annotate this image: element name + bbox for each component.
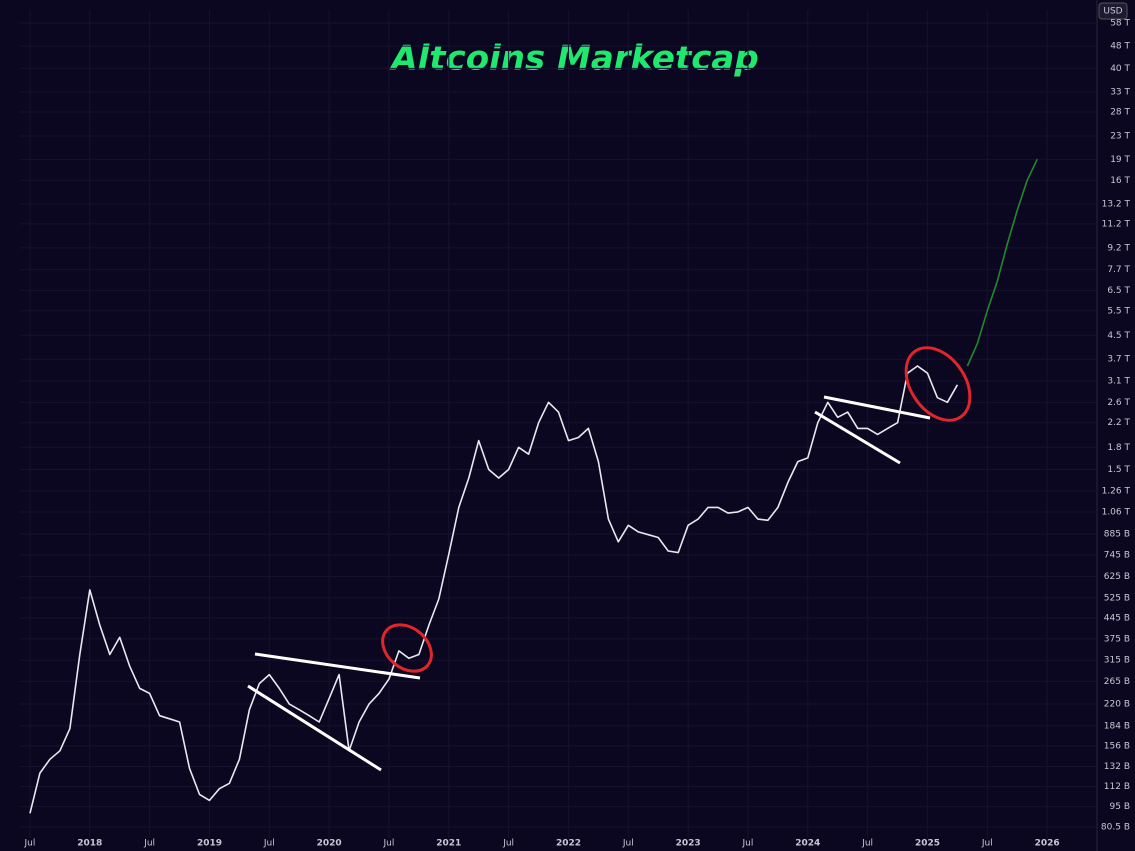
currency-badge[interactable] (1098, 2, 1128, 20)
trend-line (254, 652, 421, 680)
x-tick-label: Jul (622, 839, 634, 849)
x-tick-label: 2022 (556, 839, 581, 849)
x-tick-label: 2019 (197, 839, 222, 849)
x-tick-label: Jul (742, 839, 754, 849)
x-tick-label: 2024 (795, 839, 820, 849)
x-tick-label: Jul (143, 839, 155, 849)
y-tick-label: 1.26 T (1102, 486, 1131, 496)
price-line (966, 158, 1038, 367)
chart-title: Altcoins Marketcap (388, 39, 758, 79)
y-tick-label: 375 B (1104, 634, 1130, 644)
y-tick-label: 1.8 T (1107, 443, 1130, 453)
y-tick-label: 315 B (1104, 656, 1130, 666)
grid (20, 10, 1097, 838)
y-tick-label: 184 B (1104, 721, 1130, 731)
y-tick-label: 48 T (1110, 42, 1130, 52)
y-tick-label: 9.2 T (1107, 243, 1130, 253)
y-tick-label: 745 B (1104, 551, 1130, 561)
y-tick-label: 445 B (1104, 613, 1130, 623)
y-tick-label: 11.2 T (1102, 219, 1131, 229)
y-tick-label: 23 T (1110, 131, 1130, 141)
y-tick-label: 2.6 T (1107, 398, 1130, 408)
trend-line (823, 395, 931, 420)
currency-label: USD (1103, 7, 1122, 17)
plot (29, 158, 1038, 814)
y-tick-label: 58 T (1110, 18, 1130, 28)
y-tick-label: 16 T (1110, 176, 1130, 186)
x-tick-label: 2025 (915, 839, 940, 849)
x-tick-label: 2020 (317, 839, 342, 849)
y-tick-label: 80.5 B (1101, 822, 1130, 832)
x-tick-label: Jul (263, 839, 275, 849)
y-tick-label: 265 B (1104, 677, 1130, 687)
y-tick-label: 1.06 T (1102, 507, 1131, 517)
x-tick-label: 2026 (1035, 839, 1060, 849)
y-tick-label: 525 B (1104, 593, 1130, 603)
y-tick-label: 13.2 T (1102, 199, 1131, 209)
x-tick-label: Jul (24, 839, 36, 849)
x-tick-label: Jul (981, 839, 993, 849)
highlight-ellipse (381, 623, 433, 673)
x-tick-label: 2021 (436, 839, 461, 849)
y-tick-label: 1.5 T (1107, 465, 1130, 475)
y-tick-label: 156 B (1104, 742, 1130, 752)
y-tick-label: 132 B (1104, 762, 1130, 772)
y-tick-label: 220 B (1104, 700, 1130, 710)
y-tick-label: 95 B (1110, 802, 1131, 812)
y-tick-label: 3.1 T (1107, 376, 1130, 386)
y-tick-label: 5.5 T (1107, 306, 1130, 316)
y-tick-label: 33 T (1110, 87, 1130, 97)
y-tick-label: 112 B (1104, 782, 1130, 792)
y-tick-label: 885 B (1104, 529, 1130, 539)
trend-line (247, 684, 382, 772)
y-tick-label: 6.5 T (1107, 286, 1130, 296)
y-tick-label: 28 T (1110, 107, 1130, 117)
x-tick-label: 2018 (77, 839, 102, 849)
trend-line (814, 410, 901, 465)
y-tick-label: 2.2 T (1107, 418, 1130, 428)
y-tick-label: 625 B (1104, 572, 1130, 582)
x-tick-label: Jul (383, 839, 395, 849)
annotations (247, 346, 972, 772)
y-tick-label: 3.7 T (1107, 355, 1130, 365)
highlight-ellipse (904, 346, 972, 422)
y-tick-label: 7.7 T (1107, 265, 1130, 275)
price-line (29, 365, 959, 814)
x-tick-label: Jul (861, 839, 873, 849)
x-tick-label: 2023 (676, 839, 701, 849)
y-tick-label: 19 T (1110, 155, 1130, 165)
x-tick-label: Jul (502, 839, 514, 849)
y-tick-label: 4.5 T (1107, 331, 1130, 341)
y-tick-label: 40 T (1110, 64, 1130, 74)
